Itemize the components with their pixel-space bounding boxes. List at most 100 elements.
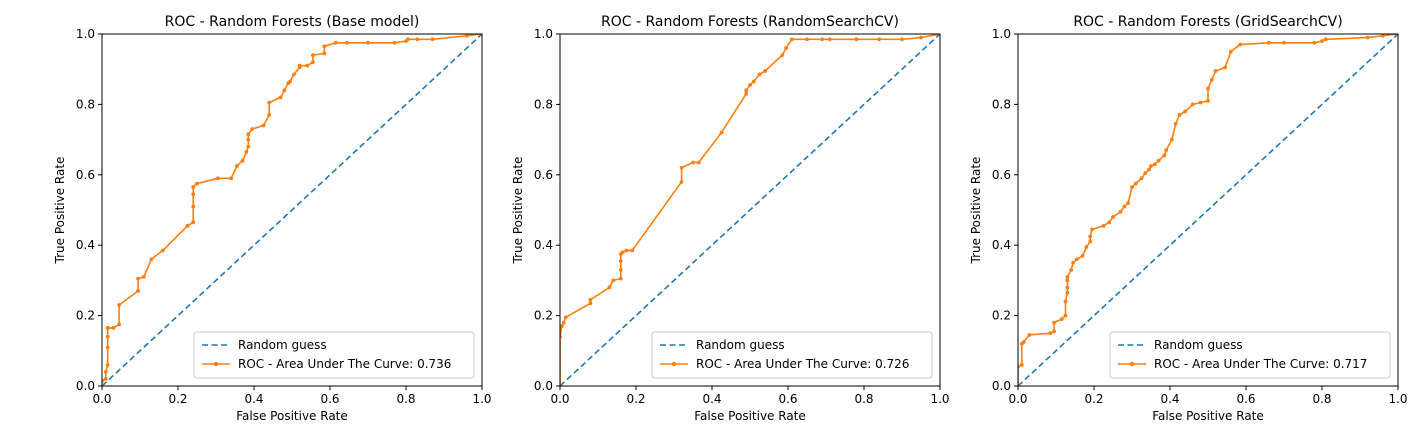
roc-point	[1065, 278, 1070, 283]
roc-point	[185, 223, 190, 228]
roc-point	[624, 248, 629, 253]
roc-point	[691, 160, 695, 165]
roc-point	[103, 377, 108, 381]
y-tick-label: 1.0	[76, 27, 95, 41]
x-tick-label: 0.4	[244, 392, 263, 406]
roc-point	[105, 345, 110, 350]
roc-point	[117, 303, 121, 307]
roc-point	[392, 40, 397, 45]
x-tick-label: 0.2	[1084, 392, 1103, 406]
roc-point	[1223, 65, 1227, 70]
random-guess-line	[560, 34, 940, 386]
roc-point	[292, 72, 296, 77]
roc-point	[1084, 245, 1089, 249]
x-tick-label: 1.0	[1388, 392, 1407, 406]
roc-point	[1111, 215, 1115, 219]
roc-point	[900, 37, 904, 42]
roc-point	[618, 267, 623, 272]
legend-roc-label: ROC - Area Under The Curve: 0.726	[696, 357, 909, 371]
x-tick-label: 1.0	[472, 392, 491, 406]
plot-area	[560, 34, 940, 386]
roc-point	[789, 37, 794, 42]
roc-point	[333, 40, 338, 45]
roc-point	[322, 44, 327, 49]
legend-roc-label: ROC - Area Under The Curve: 0.717	[1154, 357, 1367, 371]
chart-title: ROC - Random Forests (RandomSearchCV)	[601, 14, 899, 30]
roc-point	[1213, 69, 1218, 73]
roc-point	[1107, 220, 1112, 225]
roc-point	[877, 37, 882, 42]
roc-point	[1206, 98, 1210, 103]
roc-point	[719, 130, 724, 135]
roc-point	[588, 301, 593, 306]
roc-point	[1139, 176, 1144, 181]
roc-point	[1143, 171, 1148, 175]
x-tick-label: 0.2	[626, 392, 645, 406]
roc-point	[1088, 239, 1093, 244]
roc-point	[1052, 329, 1056, 334]
y-tick-label: 0.2	[76, 309, 95, 323]
roc-point	[1130, 185, 1134, 190]
roc-point	[1206, 86, 1210, 91]
roc-curve-line	[560, 34, 940, 386]
roc-point	[430, 37, 435, 42]
legend-box	[193, 331, 475, 379]
roc-curve-line	[102, 34, 482, 386]
y-axis-label: True Positive Rate	[53, 157, 67, 265]
roc-point	[630, 248, 635, 253]
y-tick-label: 0.4	[534, 238, 553, 252]
roc-point	[827, 37, 832, 42]
legend-box	[1109, 331, 1391, 379]
y-tick-label: 0.8	[992, 97, 1011, 111]
roc-point	[267, 100, 272, 105]
roc-point	[588, 297, 593, 302]
roc-point	[229, 176, 234, 181]
y-tick-label: 0.0	[992, 379, 1011, 393]
roc-point	[1380, 34, 1385, 38]
roc-point	[620, 250, 625, 255]
roc-point	[1065, 274, 1070, 279]
x-tick-label: 0.8	[396, 392, 415, 406]
roc-point	[1198, 100, 1203, 105]
y-tick-label: 0.6	[992, 168, 1011, 182]
roc-point	[261, 123, 266, 128]
roc-point	[297, 63, 302, 68]
roc-point	[1323, 37, 1328, 42]
roc-point	[1147, 167, 1151, 172]
roc-point	[311, 53, 315, 58]
axes-frame	[101, 33, 483, 387]
roc-point	[1162, 153, 1167, 158]
roc-point	[1118, 209, 1123, 214]
y-tick-label: 0.8	[534, 97, 553, 111]
roc-point	[1101, 223, 1106, 228]
roc-point	[1048, 331, 1053, 336]
roc-point	[1133, 181, 1138, 186]
roc-point	[751, 79, 756, 84]
roc-point	[1209, 77, 1214, 82]
x-tick-label: 0.2	[168, 392, 187, 406]
y-tick-label: 0.6	[76, 168, 95, 182]
roc-point	[366, 40, 370, 45]
x-axis-label: False Positive Rate	[1152, 409, 1264, 423]
x-tick-label: 0.6	[778, 392, 797, 406]
x-tick-label: 0.6	[1236, 392, 1255, 406]
random-guess-line	[102, 34, 482, 386]
y-tick-label: 1.0	[992, 27, 1011, 41]
roc-point	[244, 150, 249, 154]
roc-point	[216, 176, 220, 181]
roc-point	[191, 220, 196, 225]
x-tick-label: 1.0	[930, 392, 949, 406]
axes-frame	[559, 33, 941, 387]
roc-point	[1027, 333, 1032, 337]
roc-point	[305, 63, 310, 68]
roc-point	[160, 248, 165, 253]
roc-point	[105, 362, 110, 367]
roc-point	[919, 35, 923, 40]
roc-point	[744, 88, 749, 93]
y-tick-label: 0.6	[534, 168, 553, 182]
x-tick-label: 0.8	[854, 392, 873, 406]
roc-point	[1149, 164, 1153, 168]
legend-box	[651, 331, 933, 379]
roc-point	[1021, 340, 1026, 344]
